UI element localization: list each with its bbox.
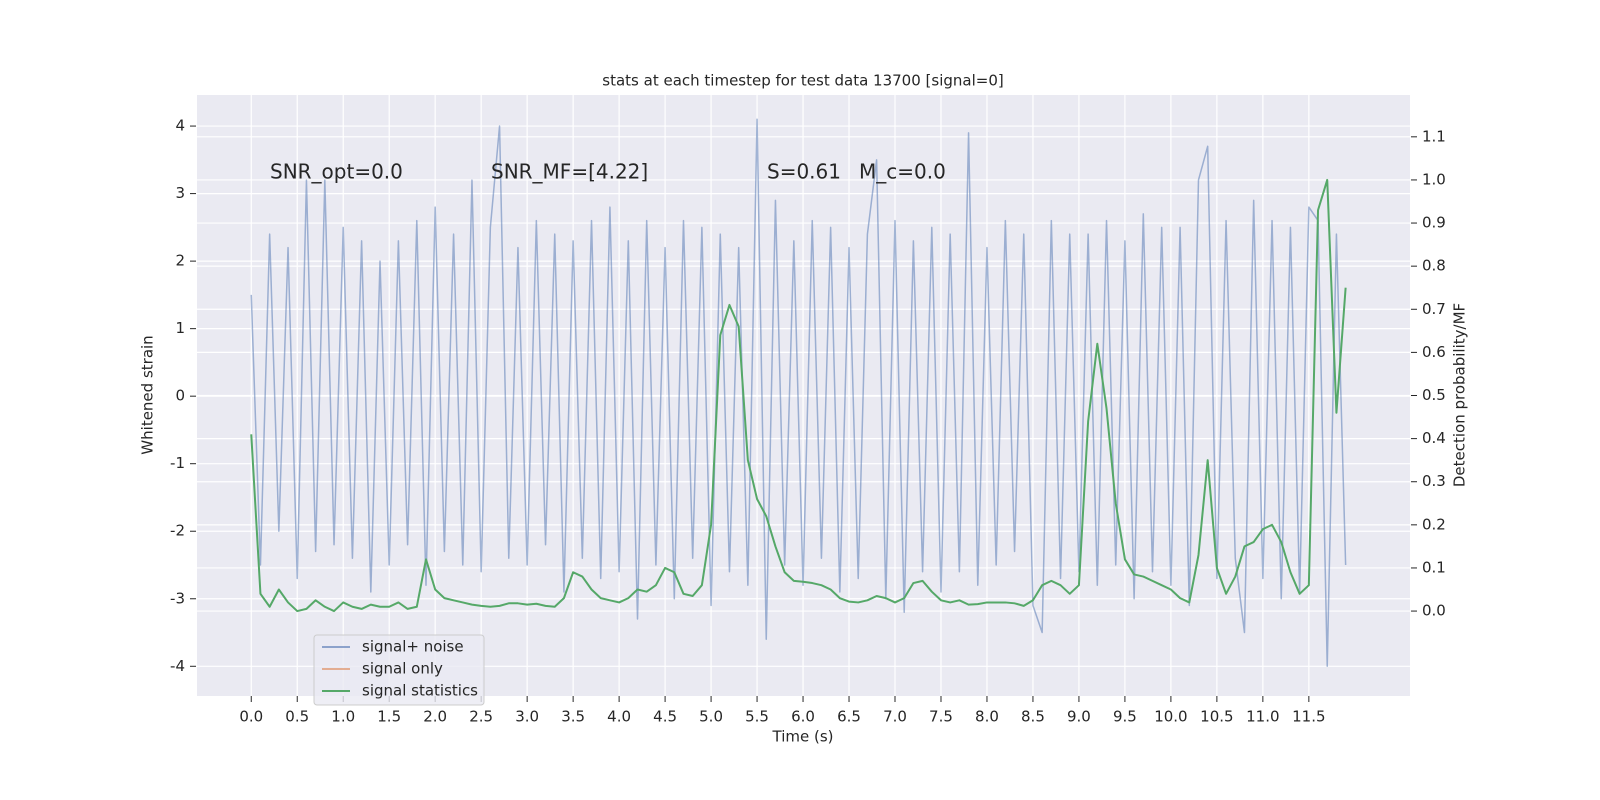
x-tick-label: 1.5: [377, 708, 401, 726]
x-tick-label: 3.5: [561, 708, 585, 726]
x-tick-label: 4.0: [607, 708, 631, 726]
x-tick-label: 7.0: [883, 708, 907, 726]
y2-tick-label: 0.1: [1422, 558, 1446, 576]
y2-tick-label: 0.6: [1422, 343, 1446, 361]
series-line: [250, 118, 1347, 668]
x-tick-label: 9.5: [1113, 708, 1137, 726]
y-tick-label: 0: [175, 387, 185, 405]
x-axis-label: Time (s): [772, 728, 834, 746]
x-tick-label: 3.0: [515, 708, 539, 726]
y2-tick-label: 1.1: [1422, 127, 1446, 145]
y2-tick-label: 0.0: [1422, 602, 1446, 620]
y-tick-label: -1: [170, 454, 185, 472]
y-tick-label: 3: [175, 184, 185, 202]
y2-tick-label: 0.5: [1422, 386, 1446, 404]
x-tick-label: 10.5: [1200, 708, 1233, 726]
y2-tick-label: 0.9: [1422, 214, 1446, 232]
x-tick-label: 0.0: [239, 708, 263, 726]
y-tick-label: -3: [170, 589, 185, 607]
legend-box: [313, 634, 485, 706]
y2-tick-label: 0.3: [1422, 472, 1446, 490]
y2-tick-label: 0.2: [1422, 515, 1446, 533]
x-tick-label: 1.0: [331, 708, 355, 726]
legend-label: signal only: [362, 660, 443, 678]
y-tick-label: -2: [170, 522, 185, 540]
legend-label: signal statistics: [362, 682, 478, 700]
y-axis-label: Whitened strain: [139, 335, 157, 454]
x-tick-label: 5.5: [745, 708, 769, 726]
y-tick-label: -4: [170, 657, 185, 675]
chart-title: stats at each timestep for test data 137…: [602, 72, 1003, 90]
x-tick-label: 6.5: [837, 708, 861, 726]
x-tick-label: 2.5: [469, 708, 493, 726]
annotation: SNR_MF=[4.22]: [491, 160, 648, 184]
y-tick-label: 2: [175, 252, 185, 270]
x-tick-label: 4.5: [653, 708, 677, 726]
y2-tick-label: 1.0: [1422, 170, 1446, 188]
x-tick-label: 8.0: [975, 708, 999, 726]
y2-tick-label: 0.4: [1422, 429, 1446, 447]
y2-tick-label: 0.8: [1422, 257, 1446, 275]
x-tick-label: 8.5: [1021, 708, 1045, 726]
x-tick-label: 2.0: [423, 708, 447, 726]
x-tick-label: 7.5: [929, 708, 953, 726]
x-tick-label: 0.5: [285, 708, 309, 726]
y2-axis-label: Detection probability/MF: [1451, 303, 1469, 487]
x-tick-label: 9.0: [1067, 708, 1091, 726]
series-line: [250, 178, 1347, 613]
legend-label: signal+ noise: [362, 638, 464, 656]
y2-tick-label: 0.7: [1422, 300, 1446, 318]
x-tick-label: 11.5: [1292, 708, 1325, 726]
x-tick-label: 6.0: [791, 708, 815, 726]
annotation: SNR_opt=0.0: [270, 160, 403, 184]
x-tick-label: 10.0: [1154, 708, 1187, 726]
annotation: M_c=0.0: [859, 160, 946, 184]
y-tick-label: 4: [175, 117, 185, 135]
annotation: S=0.61: [767, 160, 841, 184]
x-tick-label: 5.0: [699, 708, 723, 726]
x-tick-label: 11.0: [1246, 708, 1279, 726]
y-tick-label: 1: [175, 319, 185, 337]
